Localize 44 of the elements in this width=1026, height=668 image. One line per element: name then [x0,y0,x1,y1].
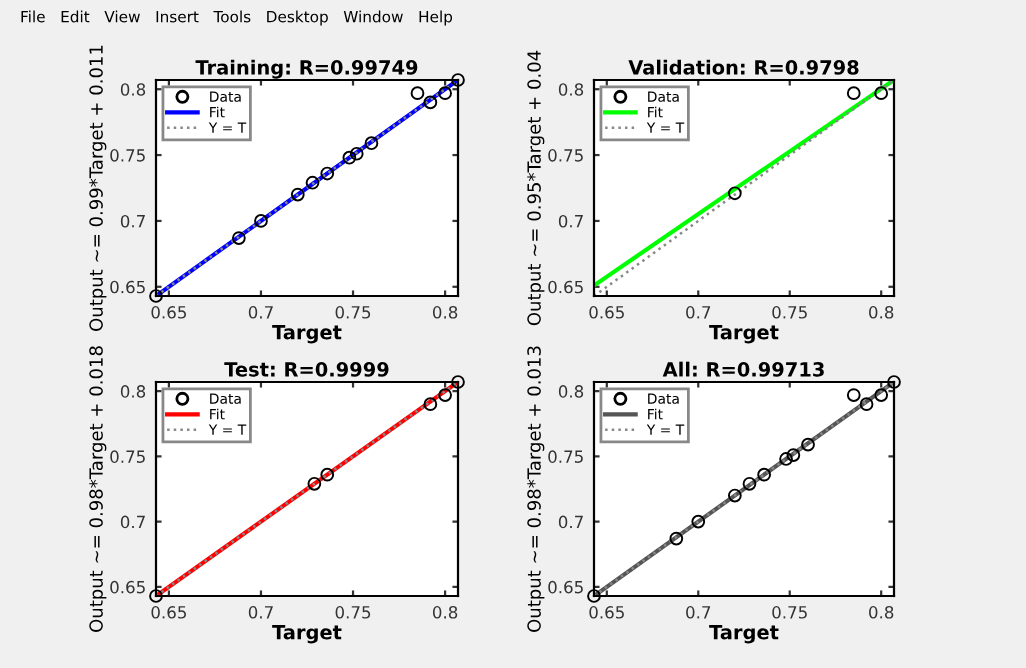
y-tick-label: 0.75 [110,450,145,463]
chart-title: Test: R=0.9999 [224,362,389,377]
y-tick-label: 0.7 [558,515,583,529]
y-tick-label: 0.75 [548,450,583,463]
y-tick-label: 0.8 [120,83,146,96]
y-tick-label: 0.7 [120,515,145,529]
x-axis-title: Target [272,625,342,644]
x-tick-label: 0.65 [151,306,186,319]
x-tick-label: 0.75 [772,306,807,319]
x-tick-label: 0.65 [589,306,624,319]
y-tick-label: 0.8 [558,83,584,96]
y-tick-label: 0.8 [558,385,584,398]
y-tick-label: 0.65 [110,280,145,294]
x-axis-title: Target [272,325,342,344]
x-tick-label: 0.75 [335,606,371,619]
chart-title: Training: R=0.99749 [195,59,418,79]
x-tick-label: 0.75 [772,606,807,619]
y-axis-title: Output ~= 0.98*Target + 0.018 [89,346,107,632]
y-tick-label: 0.7 [558,214,583,228]
chart-title: All: R=0.99713 [662,361,824,377]
y-tick-label: 0.75 [548,149,583,162]
x-axis-title: Target [709,625,779,644]
x-tick-label: 0.8 [869,306,894,319]
y-axis-title: Output ~= 0.99*Target + 0.011 [89,45,107,331]
y-tick-label: 0.7 [120,214,145,228]
chart-title: Validation: R=0.9798 [628,59,859,75]
x-tick-label: 0.7 [686,306,711,319]
x-axis-title: Target [709,325,779,344]
y-tick-label: 0.65 [110,580,145,594]
y-tick-label: 0.8 [120,385,146,398]
x-tick-label: 0.8 [432,306,458,319]
y-axis-title: Output ~= 0.95*Target + 0.04 [527,50,545,326]
x-tick-label: 0.65 [151,606,186,619]
x-tick-label: 0.7 [686,606,711,619]
y-tick-label: 0.65 [548,580,583,594]
x-tick-label: 0.65 [589,606,624,619]
x-tick-label: 0.7 [248,306,273,319]
x-tick-label: 0.8 [432,606,458,619]
y-axis-title: Output ~= 0.98*Target + 0.013 [527,346,545,632]
x-tick-label: 0.75 [335,306,371,319]
x-tick-label: 0.8 [869,606,894,619]
y-tick-label: 0.65 [548,280,583,294]
y-tick-label: 0.75 [110,149,145,162]
x-tick-label: 0.7 [248,606,273,619]
